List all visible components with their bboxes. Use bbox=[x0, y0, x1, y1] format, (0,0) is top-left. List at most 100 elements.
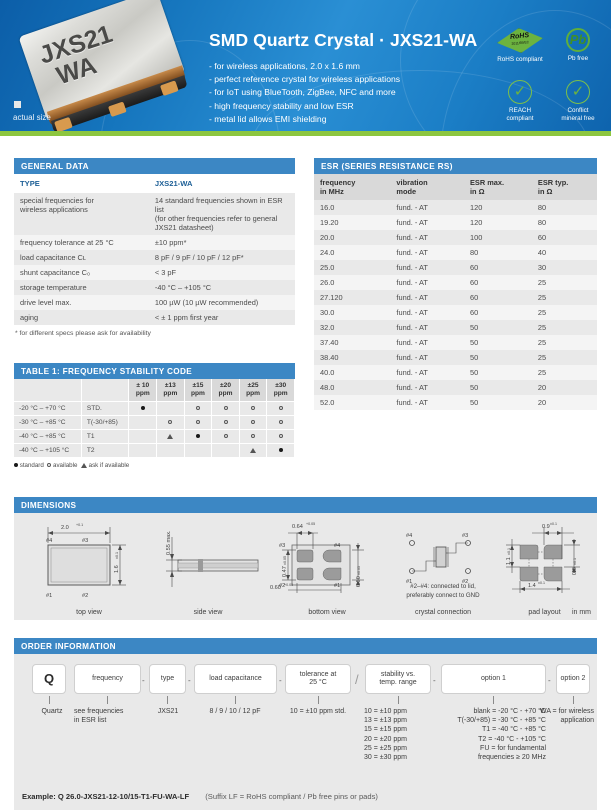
table-row: 32.0 fund. - AT 50 25 bbox=[314, 320, 597, 335]
order-col-frequency-l1: see frequencies bbox=[74, 708, 124, 715]
order-tolerance-l1: tolerance at bbox=[299, 670, 337, 678]
esr-max: 50 bbox=[469, 353, 479, 362]
esr-mode: fund. - AT bbox=[396, 383, 428, 392]
conn-note-l1: #2–#4: connected to lid, bbox=[410, 583, 476, 590]
stab-col-15-l1: ±15 bbox=[192, 382, 204, 389]
circle-icon bbox=[223, 434, 228, 439]
bottom-view: 0.64 +0.05 0.47 ±0.05 0.60 +0.05 bbox=[268, 513, 386, 620]
order-tick bbox=[235, 696, 236, 704]
table-row: 24.0 fund. - AT 80 40 bbox=[314, 245, 597, 260]
stab-col-20-l2: ppm bbox=[218, 390, 233, 397]
stab-mark bbox=[266, 415, 295, 430]
order-col-frequency: see frequencies in ESR list bbox=[74, 707, 142, 725]
esr-col-frequency: frequency in MHz bbox=[314, 174, 391, 200]
gd-label: storage temperature bbox=[20, 283, 87, 292]
table-row: 20.0 fund. - AT 100 60 bbox=[314, 230, 597, 245]
triangle-icon bbox=[80, 462, 87, 468]
order-box-load-cap[interactable]: load capacitance bbox=[194, 664, 277, 694]
table-row: -20 °C – +70 °C STD. bbox=[14, 401, 295, 416]
dot-icon bbox=[140, 406, 145, 411]
esr-typ: 25 bbox=[537, 293, 547, 302]
circle-icon bbox=[251, 434, 256, 439]
legend-standard: standard bbox=[19, 462, 44, 469]
esr-frequency: 20.0 bbox=[320, 233, 335, 242]
page-title: SMD Quartz Crystal · JXS21-WA bbox=[209, 30, 478, 50]
order-box-stability[interactable]: stability vs. temp. range bbox=[365, 664, 431, 694]
bottom-pin-3: #3 bbox=[279, 543, 285, 549]
table-row: -40 °C – +85 °C T1 bbox=[14, 429, 295, 444]
stab-mark bbox=[184, 429, 213, 444]
esr-typ: 25 bbox=[537, 353, 547, 362]
order-col-stability-l5: 25 = ±25 ppm bbox=[364, 744, 407, 752]
pad-d2-tol: ±0.1 bbox=[507, 548, 511, 555]
pad-d1: 0.9 bbox=[542, 524, 550, 530]
esr-mode: fund. - AT bbox=[396, 293, 428, 302]
esr-col-max-l2: in Ω bbox=[469, 187, 485, 196]
order-separator: - bbox=[279, 676, 282, 685]
pb-free-caption: Pb free bbox=[567, 55, 589, 62]
esr-frequency: 19.20 bbox=[320, 218, 339, 227]
gd-label-l2: wireless applications bbox=[20, 205, 88, 214]
stab-mark bbox=[128, 415, 158, 430]
order-box-option2[interactable]: option 2 bbox=[556, 664, 590, 694]
order-box-tolerance[interactable]: tolerance at 25 °C bbox=[285, 664, 351, 694]
order-col-option2-l1: WA = for wireless bbox=[539, 708, 594, 715]
table-row: -30 °C – +85 °C T(-30/+85) bbox=[14, 415, 295, 430]
esr-frequency: 38.40 bbox=[320, 353, 339, 362]
order-col-stability-l4: 20 = ±20 ppm bbox=[364, 735, 407, 743]
top-width-text: 2.0 bbox=[61, 525, 69, 531]
order-col-option1-l1: blank = -20 °C - +70 °C bbox=[473, 708, 546, 715]
stab-col-13-l1: ±13 bbox=[164, 382, 176, 389]
table-header-row: frequency in MHz vibration mode ESR max.… bbox=[314, 174, 597, 200]
esr-max: 60 bbox=[469, 278, 479, 287]
page-header: JXS21 WA actual size SMD Quartz Crystal … bbox=[0, 0, 611, 136]
compliance-logos: RoHS 2011/65/EC RoHS compliant Pb Pb fre… bbox=[492, 28, 606, 128]
stab-col-30-l2: ppm bbox=[273, 390, 288, 397]
gd-value: < 3 pF bbox=[154, 268, 177, 277]
table-row: drive level max. 100 µW (10 µW recommend… bbox=[14, 295, 295, 310]
table-row: 25.0 fund. - AT 60 30 bbox=[314, 260, 597, 275]
stab-col-20: ±20 ppm bbox=[211, 379, 240, 402]
order-tick bbox=[167, 696, 168, 704]
stab-col-15: ±15 ppm bbox=[184, 379, 213, 402]
esr-max: 120 bbox=[469, 203, 483, 212]
order-col-type-l1: JXS21 bbox=[157, 708, 179, 715]
order-information-section: ORDER INFORMATION Q frequency type load … bbox=[14, 638, 597, 810]
crystal-package-image: JXS21 WA bbox=[18, 0, 191, 133]
circle-icon bbox=[251, 420, 256, 425]
gd-value: ±10 ppm* bbox=[154, 238, 187, 247]
conflict-caption: Conflict mineral free bbox=[550, 107, 606, 123]
top-height-tol: ±0.1 bbox=[115, 552, 119, 559]
stab-mark bbox=[184, 401, 213, 416]
order-col-stability-l6: 30 = ±30 ppm bbox=[364, 754, 407, 762]
order-col-option1-l2: T(-30/+85) = -30 °C - +85 °C bbox=[457, 717, 546, 725]
gd-label: frequency tolerance at 25 °C bbox=[20, 238, 114, 247]
order-box-option1[interactable]: option 1 bbox=[441, 664, 546, 694]
table-row: 40.0 fund. - AT 50 25 bbox=[314, 365, 597, 380]
conn-pin-3: #3 bbox=[462, 533, 468, 539]
conflict-caption-l1: Conflict bbox=[567, 107, 589, 114]
order-col-tolerance-l1: 10 = ±10 ppm std. bbox=[289, 708, 347, 715]
stab-col-13-l2: ppm bbox=[163, 390, 178, 397]
stab-mark bbox=[128, 429, 158, 444]
stab-mark bbox=[211, 401, 240, 416]
table-row: 37.40 fund. - AT 50 25 bbox=[314, 335, 597, 350]
stab-blank-1 bbox=[14, 379, 82, 402]
order-box-frequency[interactable]: frequency bbox=[74, 664, 141, 694]
order-example-suffix: (Suffix LF = RoHS compliant / Pb free pi… bbox=[205, 792, 378, 801]
dimensions-unit: in mm bbox=[571, 609, 591, 616]
rohs-caption: RoHS compliant bbox=[497, 56, 543, 63]
esr-frequency: 37.40 bbox=[320, 338, 339, 347]
stab-col-25-l2: ppm bbox=[246, 390, 261, 397]
product-photo: JXS21 WA bbox=[12, 0, 192, 133]
reach-caption: REACH compliant bbox=[492, 107, 548, 123]
gd-label: shunt capacitance C₀ bbox=[20, 268, 91, 277]
crystal-connection-note: #2–#4: connected to lid, preferably conn… bbox=[382, 583, 504, 600]
conflict-minerals-logo: ✓ Conflict mineral free bbox=[550, 80, 606, 123]
stab-mark bbox=[239, 415, 268, 430]
order-box-q[interactable]: Q bbox=[32, 664, 66, 694]
stab-col-15-l2: ppm bbox=[190, 390, 205, 397]
esr-max: 50 bbox=[469, 338, 479, 347]
table-row: load capacitance Cʟ 8 pF / 9 pF / 10 pF … bbox=[14, 250, 295, 265]
order-box-type[interactable]: type bbox=[149, 664, 186, 694]
